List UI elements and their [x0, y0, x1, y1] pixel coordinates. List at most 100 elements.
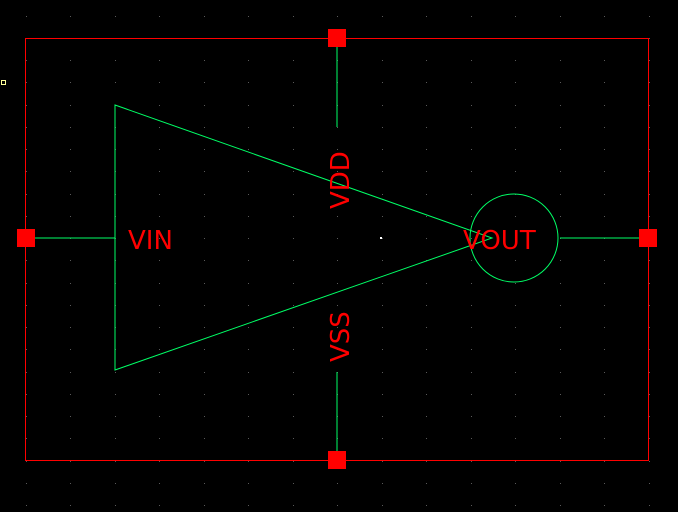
grid-dot — [26, 149, 27, 150]
grid-dot — [293, 461, 294, 462]
grid-dot — [204, 283, 205, 284]
grid-dot — [471, 305, 472, 306]
grid-dot — [649, 16, 650, 17]
grid-dot — [204, 505, 205, 506]
grid-dot — [159, 305, 160, 306]
grid-dot — [293, 283, 294, 284]
grid-dot — [471, 194, 472, 195]
vdd-pin[interactable] — [328, 29, 346, 47]
origin-marker — [1, 80, 6, 85]
grid-dot — [604, 194, 605, 195]
grid-dot — [248, 372, 249, 373]
grid-dot — [426, 171, 427, 172]
vout-pin[interactable] — [639, 229, 657, 247]
grid-dot — [248, 438, 249, 439]
grid-dot — [560, 416, 561, 417]
grid-dot — [382, 105, 383, 106]
grid-dot — [248, 416, 249, 417]
grid-dot — [649, 60, 650, 61]
grid-dot — [159, 105, 160, 106]
grid-dot — [515, 60, 516, 61]
grid-dot — [426, 305, 427, 306]
grid-dot — [515, 149, 516, 150]
grid-dot — [159, 60, 160, 61]
grid-dot — [560, 149, 561, 150]
grid-dot — [515, 416, 516, 417]
grid-dot — [115, 438, 116, 439]
grid-dot — [159, 438, 160, 439]
grid-dot — [26, 416, 27, 417]
grid-dot — [426, 16, 427, 17]
grid-dot — [560, 171, 561, 172]
grid-dot — [26, 505, 27, 506]
grid-dot — [26, 327, 27, 328]
grid-dot — [248, 149, 249, 150]
grid-dot — [560, 216, 561, 217]
grid-dot — [382, 194, 383, 195]
grid-dot — [70, 327, 71, 328]
grid-dot — [248, 216, 249, 217]
grid-dot — [115, 394, 116, 395]
grid-dot — [26, 82, 27, 83]
grid-dot — [426, 238, 427, 239]
origin-dot — [380, 237, 382, 239]
grid-dot — [70, 416, 71, 417]
grid-dot — [515, 349, 516, 350]
grid-dot — [649, 483, 650, 484]
grid-dot — [471, 127, 472, 128]
grid-dot — [337, 127, 338, 128]
grid-dot — [426, 505, 427, 506]
grid-dot — [248, 327, 249, 328]
grid-dot — [26, 461, 27, 462]
grid-dot — [115, 461, 116, 462]
grid-dot — [26, 372, 27, 373]
grid-dot — [649, 127, 650, 128]
grid-dot — [26, 349, 27, 350]
grid-dot — [382, 483, 383, 484]
grid-dot — [70, 149, 71, 150]
grid-dot — [159, 349, 160, 350]
grid-dot — [515, 483, 516, 484]
grid-dot — [471, 260, 472, 261]
grid-dot — [293, 483, 294, 484]
grid-dot — [649, 416, 650, 417]
grid-dot — [70, 283, 71, 284]
grid-dot — [159, 327, 160, 328]
grid-dot — [159, 372, 160, 373]
grid-dot — [159, 238, 160, 239]
grid-dot — [560, 16, 561, 17]
grid-dot — [248, 16, 249, 17]
grid-dot — [560, 394, 561, 395]
grid-dot — [382, 127, 383, 128]
grid-dot — [293, 60, 294, 61]
grid-dot — [560, 260, 561, 261]
grid-dot — [604, 127, 605, 128]
grid-dot — [649, 461, 650, 462]
grid-dot — [426, 216, 427, 217]
grid-dot — [382, 327, 383, 328]
grid-dot — [204, 416, 205, 417]
grid-dot — [70, 171, 71, 172]
grid-dot — [649, 372, 650, 373]
grid-dot — [426, 483, 427, 484]
grid-dot — [293, 394, 294, 395]
grid-dot — [382, 260, 383, 261]
grid-dot — [471, 327, 472, 328]
grid-dot — [426, 283, 427, 284]
vss-pin[interactable] — [328, 451, 346, 469]
vin-pin[interactable] — [17, 229, 35, 247]
grid-dot — [382, 16, 383, 17]
grid-dot — [337, 505, 338, 506]
grid-dot — [204, 194, 205, 195]
grid-dot — [426, 105, 427, 106]
grid-dot — [115, 60, 116, 61]
grid-dot — [293, 327, 294, 328]
grid-dot — [337, 483, 338, 484]
grid-dot — [70, 16, 71, 17]
grid-dot — [204, 127, 205, 128]
grid-dot — [70, 372, 71, 373]
grid-dot — [382, 416, 383, 417]
grid-dot — [26, 60, 27, 61]
grid-dot — [471, 416, 472, 417]
